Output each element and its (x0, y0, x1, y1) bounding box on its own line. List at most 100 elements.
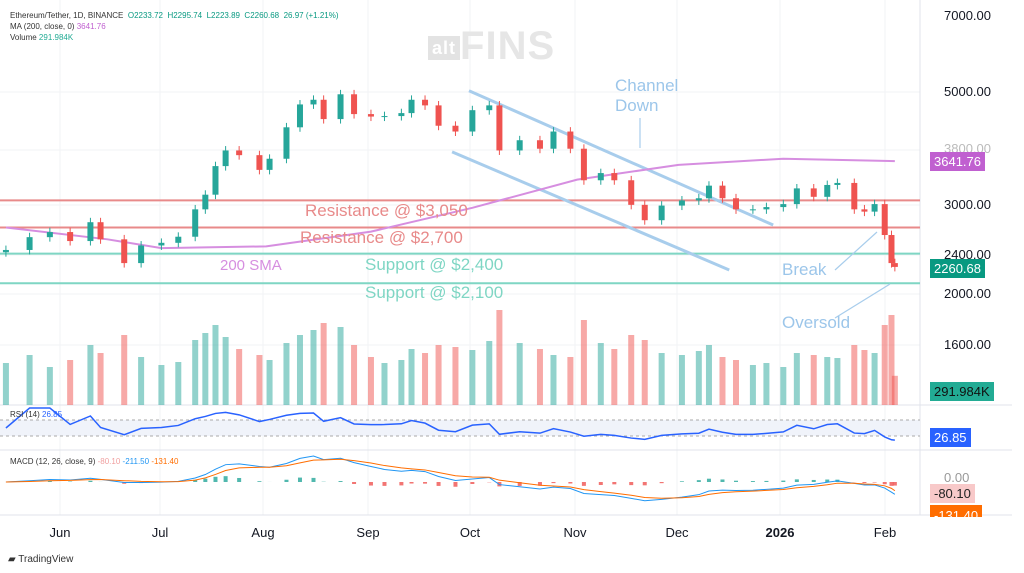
volume-bar (871, 353, 878, 405)
y-tick: 1600.00 (944, 337, 991, 352)
x-tick: Oct (459, 525, 481, 540)
macd-hist-bar (470, 482, 475, 485)
macd-hist-tag: -80.10 (930, 484, 975, 503)
rsi-band (0, 420, 920, 436)
candle-body (891, 263, 898, 267)
macd-hist-bar (352, 482, 357, 484)
volume-bar (175, 362, 182, 405)
candle-body (780, 204, 787, 208)
volume-bar (408, 349, 415, 405)
macd-hist-bar (213, 476, 218, 482)
x-tick: Dec (665, 525, 689, 540)
candle-body (658, 205, 665, 221)
macd-hist-bar (696, 480, 701, 482)
macd-hist-bar (517, 482, 522, 486)
x-tick: Sep (356, 525, 380, 540)
volume-bar (256, 355, 263, 405)
volume-bar (611, 349, 618, 405)
volume-bar (658, 353, 665, 405)
candle-body (236, 150, 243, 156)
macd-hist-bar (679, 481, 684, 482)
volume-bar (810, 355, 817, 405)
open-value: O2233.72 (127, 11, 163, 20)
resistance-2700-label: Resistance @ $2,700 (300, 228, 463, 247)
channel-down-label: Channel Down (615, 76, 679, 115)
volume-bar (496, 310, 503, 405)
volume-bar (97, 353, 104, 405)
candle-body (628, 180, 635, 205)
volume-bar (733, 360, 739, 405)
candle-body (408, 99, 415, 114)
candle-body (46, 232, 53, 238)
candle-body (733, 198, 739, 210)
y-tick: 2000.00 (944, 286, 991, 301)
candle-body (381, 116, 388, 118)
volume-bar (705, 345, 712, 405)
volume-bar (695, 351, 702, 405)
macd-hist-bar (257, 481, 262, 482)
candle-body (202, 194, 209, 210)
x-tick: Feb (873, 525, 897, 540)
volume-bar (367, 357, 374, 405)
volume-bar (320, 323, 327, 405)
rsi-line (5, 407, 895, 441)
macd-signal-tag: -131.40 (930, 505, 983, 517)
x-tick: Aug (251, 525, 275, 540)
candle-body (97, 222, 104, 240)
candle-body (398, 113, 405, 117)
volume-bar (381, 363, 388, 405)
rsi-tag: 26.85 (930, 428, 971, 447)
macd-hist-bar (892, 482, 897, 486)
candle-body (158, 242, 165, 246)
volume-tag: 291.984K (930, 382, 994, 401)
candle-body (611, 173, 618, 181)
volume-legend: Volume 291.984K (10, 33, 73, 42)
macd-label: MACD (12, 26, close, 9) (10, 457, 96, 466)
volume-bar (516, 343, 523, 405)
macd-hist-bar (659, 482, 664, 484)
y-tick: 2400.00 (944, 247, 991, 262)
macd-hist-bar (612, 482, 617, 485)
macd-hist-bar (750, 481, 755, 482)
volume-bar (678, 355, 685, 405)
tradingview-logo: ▰ TradingView (8, 554, 74, 565)
macd-hist-bar (223, 476, 228, 482)
x-tick: Jul (151, 525, 169, 540)
candle-body (810, 188, 817, 197)
macd-hist-bar (629, 482, 634, 486)
candle-body (175, 236, 182, 243)
macd-hist-bar (237, 477, 242, 482)
candle-body (719, 185, 726, 199)
volume-value: 291.984K (38, 33, 74, 42)
macd-hist-bar (764, 480, 769, 482)
macd-hist-bar (882, 482, 887, 485)
volume-bar (236, 349, 243, 405)
macd-hist-bar (203, 478, 208, 482)
change-value: 26.97 (+1.21%) (283, 11, 339, 20)
volume-bar (310, 330, 317, 405)
volume-bar (628, 335, 635, 405)
volume-bar (891, 375, 898, 405)
volume-bar (212, 325, 219, 405)
volume-bar (597, 343, 604, 405)
macd-hist-bar (781, 480, 786, 482)
ma-value: 3641.76 (76, 22, 106, 31)
macd-hist-bar (734, 480, 738, 482)
candle-body (138, 245, 145, 264)
macd-line (5, 455, 896, 502)
macd-hist-bar (311, 477, 316, 482)
volume-bar (422, 353, 429, 405)
macd-hist-bar (537, 482, 542, 486)
volume-bar (469, 350, 476, 405)
macd-hist-bar (581, 482, 586, 486)
volume-bar (351, 345, 358, 405)
candle-body (678, 200, 685, 206)
candle-body (705, 185, 712, 199)
volume-bar (283, 343, 290, 405)
candle-body (749, 209, 756, 211)
candle-body (469, 110, 476, 132)
annotation-arrow (834, 283, 891, 319)
volume-bar (719, 357, 726, 405)
candle-body (861, 209, 868, 212)
